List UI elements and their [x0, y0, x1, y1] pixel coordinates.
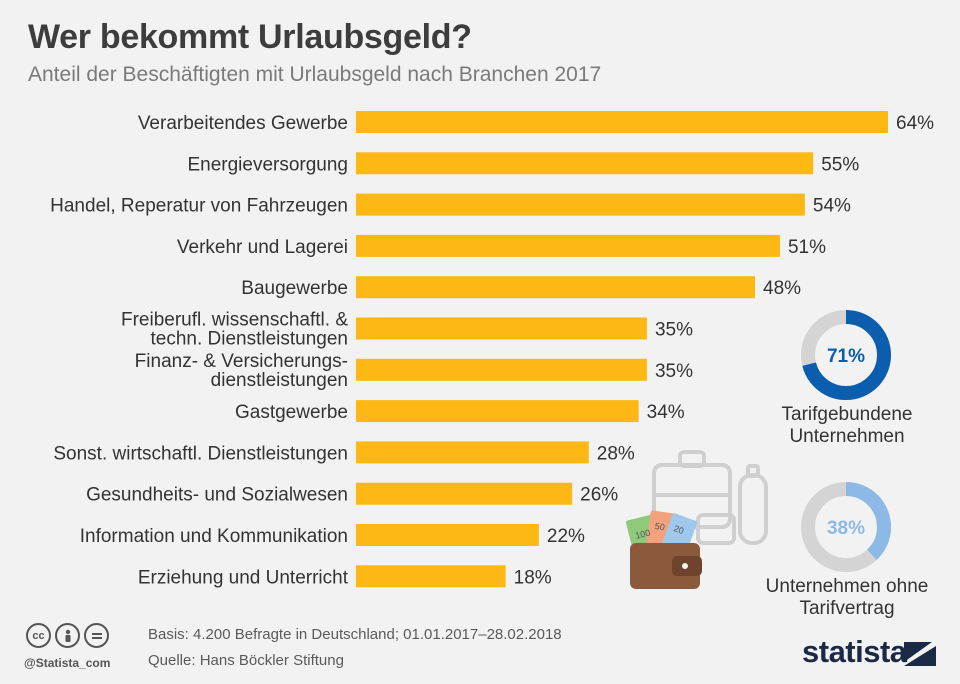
donut-caption: Unternehmen ohne Tarifvertrag: [742, 576, 952, 620]
value-label: 35%: [655, 320, 693, 341]
statista-logo-icon: [904, 642, 936, 666]
category-label: Energieversorgung: [187, 154, 348, 175]
category-label: dienstleistungen: [211, 370, 348, 391]
chart-title: Wer bekommt Urlaubsgeld?: [28, 18, 472, 56]
travel-money-illustration: 100 50 20: [626, 450, 768, 589]
bar: [356, 358, 647, 381]
category-label: Freiberufl. wissenschaftl. &: [121, 310, 348, 331]
donut-value: 38%: [827, 518, 865, 539]
bar: [356, 276, 755, 299]
value-label: 55%: [821, 154, 859, 175]
banknote-label: 20: [672, 523, 685, 536]
bar: [356, 234, 780, 257]
category-label: Baugewerbe: [241, 278, 348, 299]
value-label: 34%: [647, 402, 685, 423]
bar: [356, 317, 647, 340]
value-label: 18%: [514, 567, 552, 588]
donut-caption: Tarifgebundene Unternehmen: [752, 404, 942, 448]
value-label: 35%: [655, 361, 693, 382]
bar: [356, 441, 589, 464]
banknote-label: 50: [654, 521, 665, 532]
footer-source: Quelle: Hans Böckler Stiftung: [148, 652, 344, 669]
no-derivatives-icon[interactable]: [84, 623, 109, 648]
category-label: Gesundheits- und Sozialwesen: [86, 485, 348, 506]
social-handle[interactable]: @Statista_com: [24, 656, 111, 670]
donut-arc: [801, 310, 891, 400]
category-label: techn. Dienstleistungen: [150, 329, 348, 350]
creative-commons-icon[interactable]: cc: [26, 623, 51, 648]
value-label: 26%: [580, 485, 618, 506]
donut-caption-line: Tarifgebundene: [781, 404, 913, 425]
donut-caption-line: Unternehmen: [789, 426, 905, 447]
bar: [356, 193, 805, 216]
bar: [356, 524, 539, 546]
license-icons: cc: [26, 623, 109, 648]
bottle-icon: [738, 464, 768, 545]
attribution-icon[interactable]: [55, 623, 80, 648]
donut-arc: [801, 482, 891, 572]
value-label: 48%: [763, 278, 801, 299]
donut-caption-line: Tarifvertrag: [799, 598, 895, 619]
value-label: 51%: [788, 237, 826, 258]
banknote-label: 100: [634, 528, 651, 541]
category-label: Gastgewerbe: [235, 402, 348, 423]
wallet-icon: [630, 543, 702, 589]
donut-caption-line: Unternehmen ohne: [765, 576, 929, 597]
bar: [356, 482, 573, 505]
value-label: 28%: [597, 443, 635, 464]
value-label: 64%: [896, 113, 934, 134]
category-label: Information und Kommunikation: [80, 526, 348, 547]
footer-basis: Basis: 4.200 Befragte in Deutschland; 01…: [148, 626, 562, 643]
value-label: 54%: [813, 196, 851, 217]
category-label: Erziehung und Unterricht: [138, 567, 349, 588]
category-label: Handel, Reperatur von Fahrzeugen: [50, 196, 348, 217]
category-label: Finanz- & Versicherungs-: [135, 351, 348, 372]
donut-value: 71%: [827, 346, 865, 367]
bar: [356, 152, 814, 175]
bar: [356, 565, 506, 588]
category-label: Sonst. wirtschaftl. Dienstleistungen: [53, 443, 348, 464]
statista-logo[interactable]: statista: [802, 634, 907, 669]
category-label: Verarbeitendes Gewerbe: [138, 113, 348, 134]
chart-subtitle: Anteil der Beschäftigten mit Urlaubsgeld…: [28, 63, 602, 86]
category-label: Verkehr und Lagerei: [177, 237, 348, 258]
bar: [356, 400, 639, 423]
value-label: 22%: [547, 526, 585, 547]
bar: [356, 111, 888, 133]
